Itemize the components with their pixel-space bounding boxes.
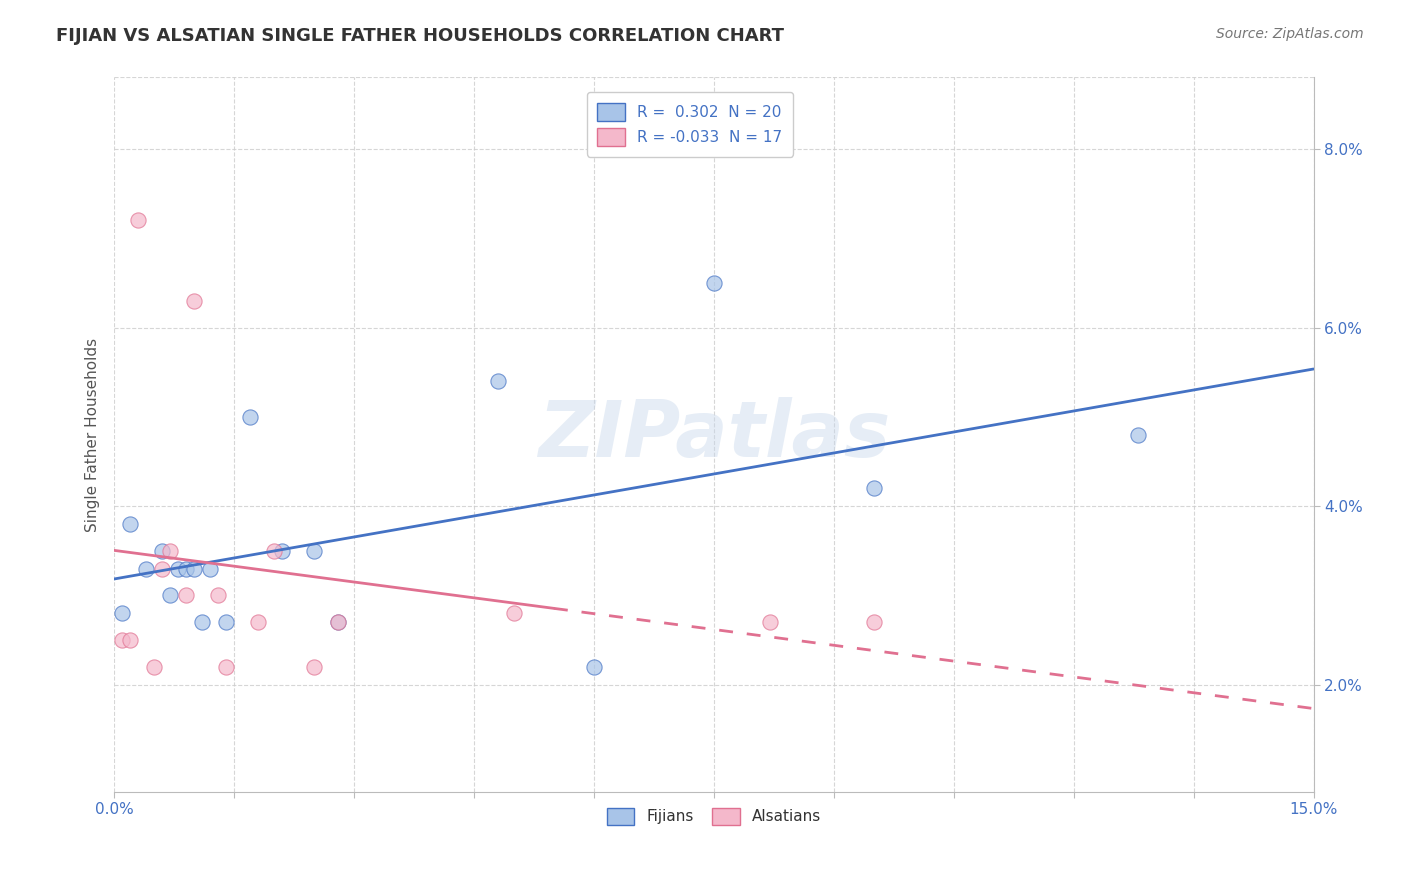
Point xyxy=(159,589,181,603)
Point xyxy=(111,607,134,621)
Point xyxy=(198,562,221,576)
Point xyxy=(215,660,238,674)
Point xyxy=(326,615,349,630)
Point xyxy=(143,660,166,674)
Point xyxy=(207,589,229,603)
Point xyxy=(703,276,725,290)
Point xyxy=(302,543,325,558)
Point xyxy=(183,562,205,576)
Point xyxy=(215,615,238,630)
Point xyxy=(263,543,285,558)
Y-axis label: Single Father Households: Single Father Households xyxy=(86,338,100,532)
Point xyxy=(183,293,205,308)
Point xyxy=(486,374,509,388)
Point xyxy=(150,562,173,576)
Point xyxy=(326,615,349,630)
Text: Source: ZipAtlas.com: Source: ZipAtlas.com xyxy=(1216,27,1364,41)
Point xyxy=(150,543,173,558)
Point xyxy=(127,213,149,227)
Point xyxy=(862,615,884,630)
Point xyxy=(135,562,157,576)
Point xyxy=(111,633,134,648)
Point xyxy=(759,615,782,630)
Text: ZIPatlas: ZIPatlas xyxy=(537,397,890,473)
Point xyxy=(159,543,181,558)
Point xyxy=(582,660,605,674)
Point xyxy=(1126,427,1149,442)
Point xyxy=(503,607,526,621)
Point xyxy=(120,516,142,531)
Legend: Fijians, Alsatians: Fijians, Alsatians xyxy=(598,798,831,834)
Point xyxy=(247,615,270,630)
Point xyxy=(862,481,884,495)
Point xyxy=(302,660,325,674)
Point xyxy=(167,562,190,576)
Text: FIJIAN VS ALSATIAN SINGLE FATHER HOUSEHOLDS CORRELATION CHART: FIJIAN VS ALSATIAN SINGLE FATHER HOUSEHO… xyxy=(56,27,785,45)
Point xyxy=(174,589,197,603)
Point xyxy=(120,633,142,648)
Point xyxy=(239,409,262,424)
Point xyxy=(174,562,197,576)
Point xyxy=(191,615,214,630)
Point xyxy=(271,543,294,558)
